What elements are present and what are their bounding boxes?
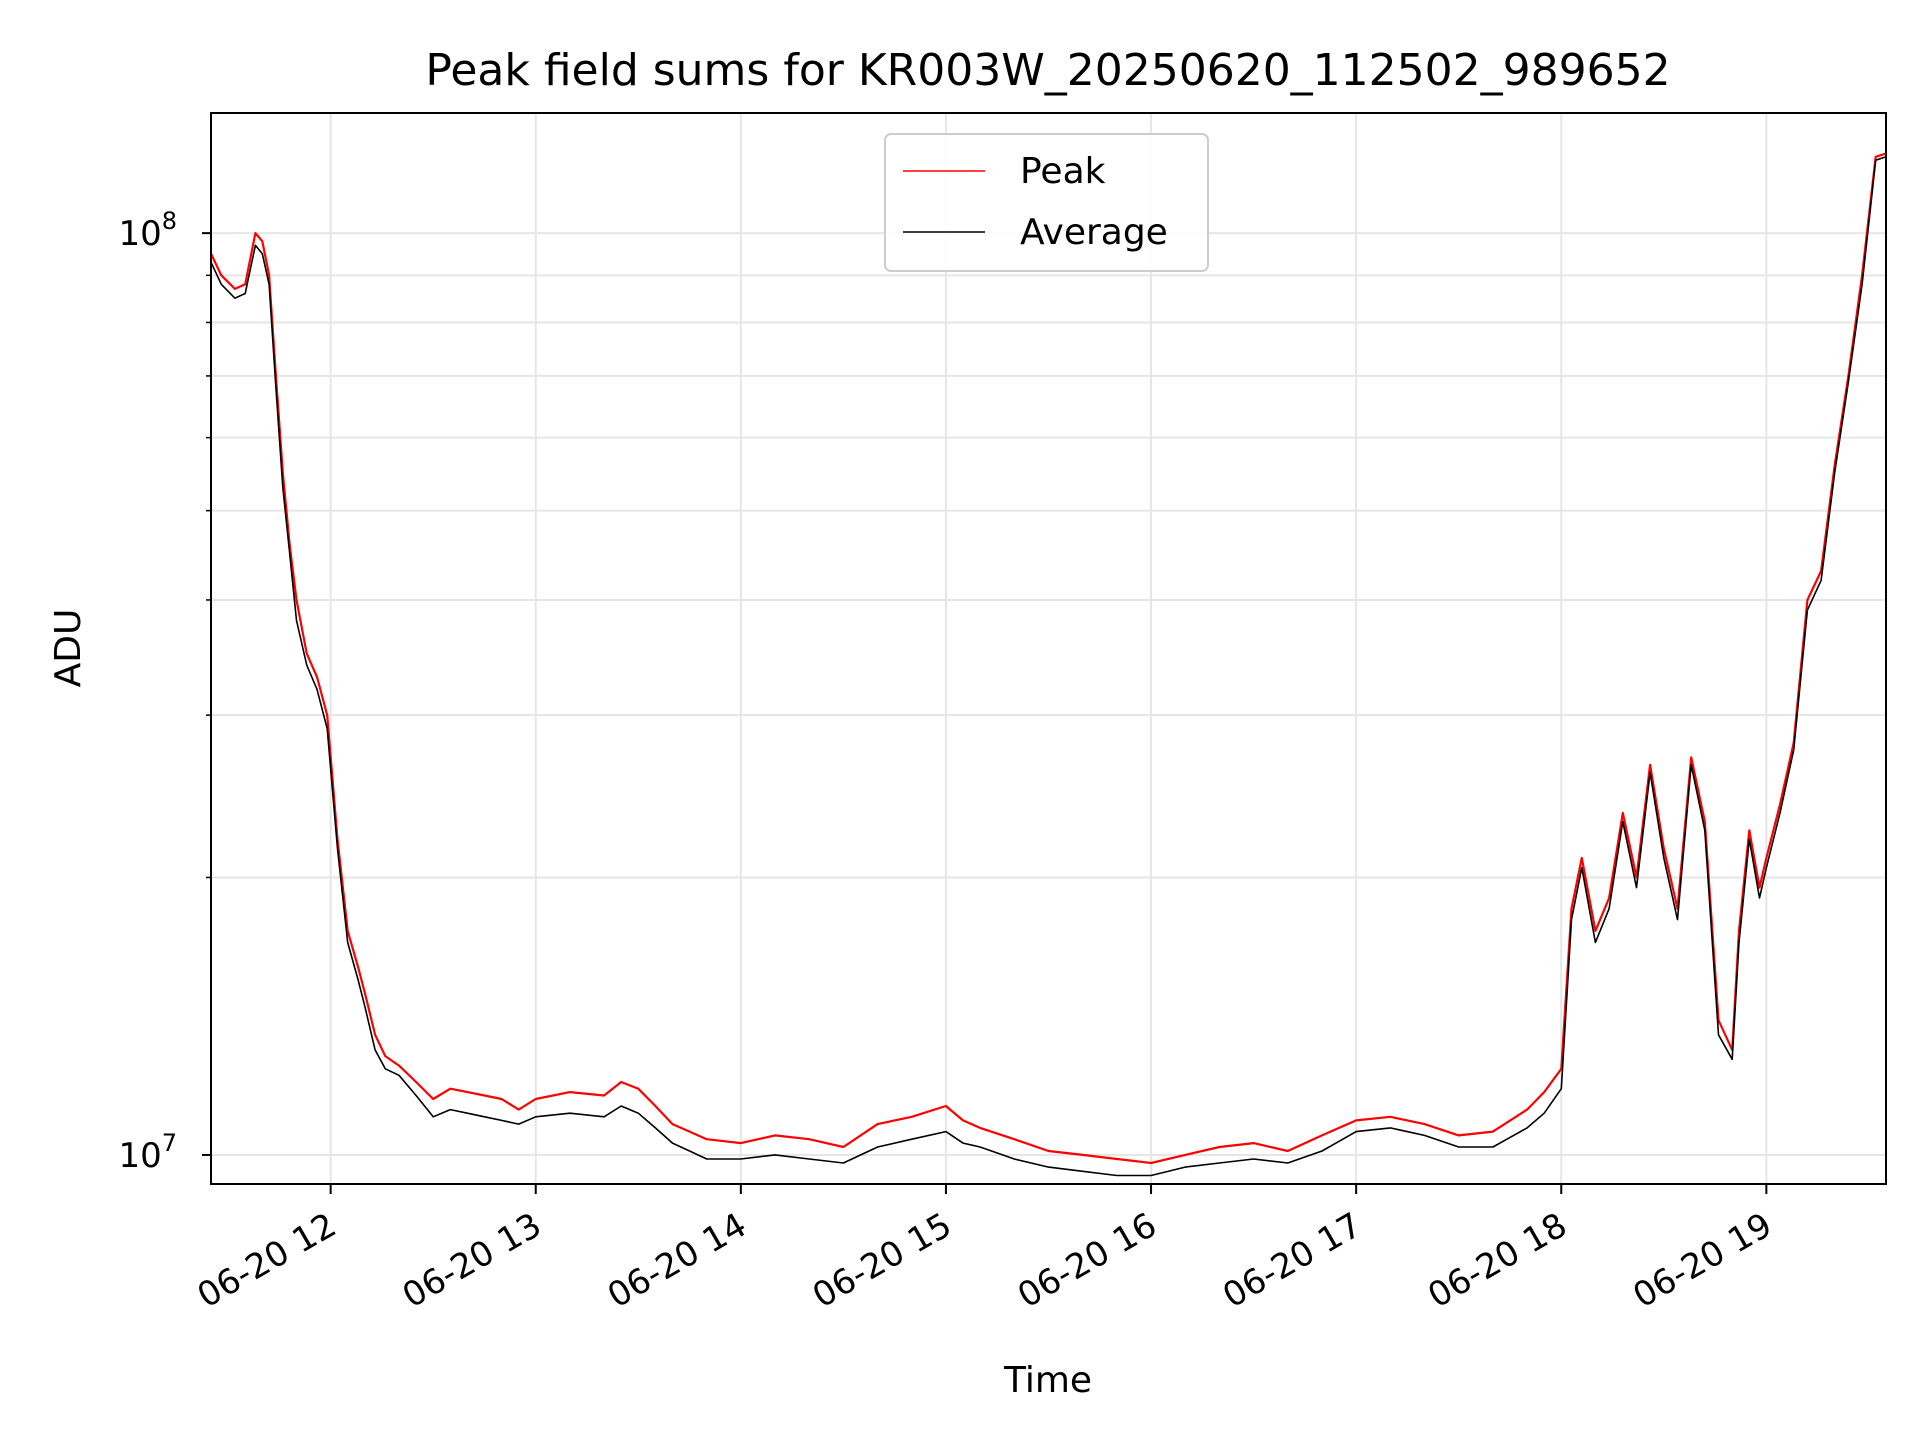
y-axis-title: ADU	[48, 609, 89, 688]
legend-label-peak: Peak	[1020, 151, 1106, 192]
chart-title: Peak field sums for KR003W_20250620_1125…	[425, 45, 1670, 96]
legend: Peak Average	[884, 133, 1209, 272]
series-line-average	[210, 156, 1887, 1177]
y-tick-label: 108	[118, 207, 177, 254]
plot-frame	[210, 112, 1887, 1185]
x-axis-title: Time	[1003, 1360, 1092, 1401]
series-layer	[210, 152, 1887, 1177]
legend-box	[884, 133, 1209, 272]
legend-label-average: Average	[1020, 212, 1168, 253]
y-tick-label: 107	[118, 1129, 177, 1176]
